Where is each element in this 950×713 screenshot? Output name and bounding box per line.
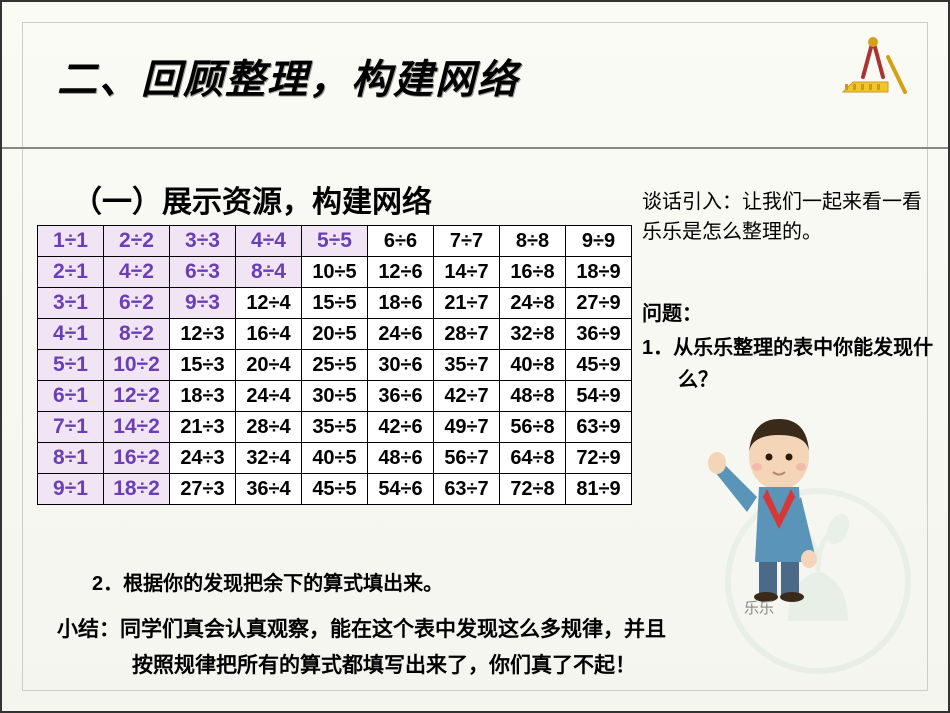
table-cell: 36÷9 [566,319,632,350]
table-cell: 7÷7 [434,226,500,257]
summary-line-2: 按照规律把所有的算式都填写出来了，你们真了不起！ [57,648,837,684]
table-cell: 42÷6 [368,412,434,443]
table-cell: 30÷6 [368,350,434,381]
table-cell: 54÷6 [368,474,434,505]
table-cell: 7÷1 [38,412,104,443]
table-cell: 6÷1 [38,381,104,412]
table-cell: 9÷3 [170,288,236,319]
table-cell: 18÷2 [104,474,170,505]
table-cell: 20÷4 [236,350,302,381]
subtitle: （一）展示资源，构建网络 [72,177,432,221]
table-cell: 2÷1 [38,257,104,288]
table-cell: 5÷1 [38,350,104,381]
table-cell: 24÷6 [368,319,434,350]
question-1: 1．从乐乐整理的表中你能发现什么？ [642,332,942,396]
table-cell: 12÷2 [104,381,170,412]
table-cell: 49÷7 [434,412,500,443]
table-cell: 32÷4 [236,443,302,474]
table-cell: 35÷5 [302,412,368,443]
table-cell: 48÷8 [500,381,566,412]
table-cell: 18÷3 [170,381,236,412]
table-cell: 25÷5 [302,350,368,381]
table-cell: 21÷7 [434,288,500,319]
table-cell: 24÷3 [170,443,236,474]
math-tools-icon [833,32,913,112]
table-cell: 24÷4 [236,381,302,412]
summary-line-1: 小结：同学们真会认真观察，能在这个表中发现这么多规律，并且 [57,612,837,648]
table-cell: 56÷7 [434,443,500,474]
table-cell: 8÷1 [38,443,104,474]
table-cell: 36÷6 [368,381,434,412]
question-label: 问题： [642,297,702,326]
table-cell: 72÷8 [500,474,566,505]
student-character-icon [707,407,837,602]
table-cell: 63÷9 [566,412,632,443]
table-cell: 9÷9 [566,226,632,257]
table-cell: 10÷5 [302,257,368,288]
table-cell: 45÷9 [566,350,632,381]
table-cell: 72÷9 [566,443,632,474]
table-cell: 5÷5 [302,226,368,257]
table-cell: 8÷8 [500,226,566,257]
table-cell: 15÷3 [170,350,236,381]
table-cell: 4÷4 [236,226,302,257]
table-cell: 6÷2 [104,288,170,319]
table-cell: 56÷8 [500,412,566,443]
table-cell: 36÷4 [236,474,302,505]
table-cell: 12÷3 [170,319,236,350]
table-cell: 14÷2 [104,412,170,443]
table-cell: 20÷5 [302,319,368,350]
table-cell: 15÷5 [302,288,368,319]
division-table: 1÷12÷23÷34÷45÷56÷67÷78÷89÷92÷14÷26÷38÷41… [37,225,632,505]
table-cell: 24÷8 [500,288,566,319]
table-cell: 6÷3 [170,257,236,288]
table-cell: 4÷2 [104,257,170,288]
dialogue-text: 谈话引入：让我们一起来看一看乐乐是怎么整理的。 [642,187,922,247]
table-cell: 30÷5 [302,381,368,412]
table-cell: 9÷1 [38,474,104,505]
table-cell: 2÷2 [104,226,170,257]
table-cell: 40÷8 [500,350,566,381]
table-cell: 8÷2 [104,319,170,350]
table-cell: 16÷4 [236,319,302,350]
table-cell: 40÷5 [302,443,368,474]
table-cell: 12÷4 [236,288,302,319]
table-cell: 14÷7 [434,257,500,288]
main-title: 二、回顾整理，构建网络 [57,47,519,105]
table-cell: 3÷1 [38,288,104,319]
table-cell: 8÷4 [236,257,302,288]
table-cell: 3÷3 [170,226,236,257]
table-cell: 63÷7 [434,474,500,505]
table-cell: 54÷9 [566,381,632,412]
table-cell: 27÷3 [170,474,236,505]
question-2: 2．根据你的发现把余下的算式填出来。 [92,567,443,596]
table-cell: 45÷5 [302,474,368,505]
table-cell: 21÷3 [170,412,236,443]
divider [2,147,948,149]
table-cell: 12÷6 [368,257,434,288]
table-cell: 81÷9 [566,474,632,505]
table-cell: 28÷4 [236,412,302,443]
table-cell: 1÷1 [38,226,104,257]
table-cell: 18÷6 [368,288,434,319]
table-cell: 6÷6 [368,226,434,257]
table-cell: 32÷8 [500,319,566,350]
table-cell: 16÷8 [500,257,566,288]
table-cell: 48÷6 [368,443,434,474]
table-cell: 64÷8 [500,443,566,474]
table-cell: 35÷7 [434,350,500,381]
table-cell: 28÷7 [434,319,500,350]
table-cell: 10÷2 [104,350,170,381]
table-cell: 4÷1 [38,319,104,350]
table-cell: 42÷7 [434,381,500,412]
summary-text: 小结：同学们真会认真观察，能在这个表中发现这么多规律，并且 按照规律把所有的算式… [57,612,837,683]
table-cell: 18÷9 [566,257,632,288]
table-cell: 27÷9 [566,288,632,319]
table-cell: 16÷2 [104,443,170,474]
